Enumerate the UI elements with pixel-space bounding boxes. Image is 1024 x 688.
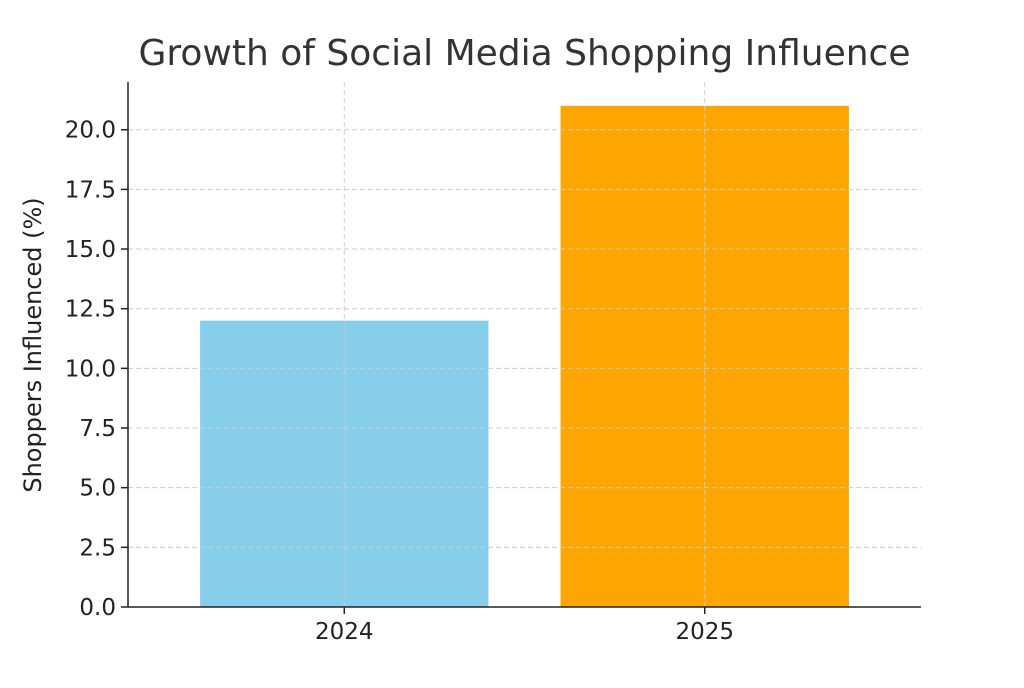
y-tick-label: 15.0 (65, 237, 116, 263)
chart-title: Growth of Social Media Shopping Influenc… (138, 33, 911, 74)
y-tick-label: 2.5 (79, 535, 116, 561)
y-tick-label: 17.5 (65, 177, 116, 203)
grid-layer (128, 82, 921, 607)
bars-layer (200, 105, 849, 607)
y-tick-label: 0.0 (79, 595, 116, 621)
y-tick-label: 12.5 (65, 297, 116, 323)
y-tick-label: 20.0 (65, 118, 116, 144)
y-tick-label: 5.0 (79, 476, 116, 502)
y-tick-label: 7.5 (79, 416, 116, 442)
y-tick-label: 10.0 (65, 356, 116, 382)
ticks-layer: 0.0 2.5 5.0 7.5 10.0 12.5 15.0 17.5 20.0 2024 2025 (65, 118, 734, 645)
x-tick-label: 2025 (675, 619, 734, 645)
y-axis-label: Shoppers Influenced (%) (19, 197, 47, 492)
axes-layer (127, 82, 921, 608)
x-tick-label: 2024 (315, 619, 374, 645)
